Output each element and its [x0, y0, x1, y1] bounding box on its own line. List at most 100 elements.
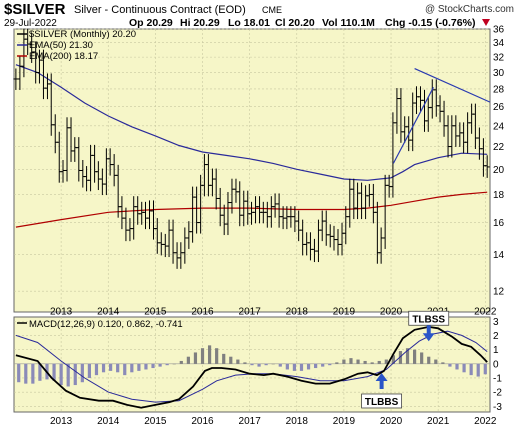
macd-histogram-bar: [448, 363, 452, 367]
macd-histogram-bar: [130, 363, 134, 373]
ema50-line: [15, 64, 488, 181]
legend-label: EMA(200) 18.17: [29, 51, 98, 62]
macd-histogram-bar: [427, 356, 431, 364]
macd-histogram-bar: [73, 363, 77, 386]
macd-histogram-bar: [165, 363, 169, 366]
stat-change: Chg -0.15 (-0.76%): [385, 17, 475, 29]
macd-histogram-bar: [441, 362, 445, 364]
macd-legend: MACD(12,26,9) 0.120, 0.862, -0.741: [17, 319, 183, 330]
price-x-tick-label: 2017: [239, 307, 262, 318]
macd-histogram-bar: [278, 363, 282, 367]
macd-histogram-bar: [356, 359, 360, 364]
price-x-tick-label: 2016: [191, 307, 214, 318]
price-tick-label: 24: [493, 121, 505, 132]
macd-histogram-bar: [59, 363, 63, 386]
price-x-tick-label: 2020: [380, 307, 403, 318]
macd-histogram-bar: [412, 349, 417, 364]
macd-x-tick-label: 2015: [144, 416, 167, 427]
macd-tick-label: 3: [493, 317, 499, 328]
macd-histogram-bar: [349, 358, 353, 364]
macd-histogram-bar: [17, 363, 21, 383]
macd-histogram-bar: [38, 363, 42, 381]
macd-histogram-bar: [434, 359, 438, 364]
macd-histogram-bar: [109, 363, 113, 371]
legend-label: $SILVER (Monthly) 20.20: [29, 29, 136, 40]
price-panel: [13, 28, 491, 313]
macd-histogram-bar: [469, 363, 473, 376]
chart-date: 29-Jul-2022: [4, 18, 57, 29]
ema50-line-group: [15, 64, 488, 181]
macd-histogram-bar: [144, 363, 148, 370]
macd-histogram-bar: [377, 360, 381, 364]
price-x-tick-label: 2022: [474, 307, 497, 318]
chart-description: Silver - Continuous Contract (EOD): [74, 4, 246, 16]
macd-histogram-bar: [299, 363, 304, 371]
legend-label: EMA(50) 21.30: [29, 40, 93, 51]
macd-tick-label: -2: [493, 388, 502, 399]
macd-tick-label: 0: [493, 359, 499, 370]
macd-histogram-bar: [328, 363, 332, 366]
macd-histogram-bar: [420, 352, 424, 364]
macd-tick-label: -1: [493, 373, 502, 384]
macd-histogram-bar: [229, 356, 233, 364]
macd-histogram-bar: [66, 363, 70, 387]
stat-open: Op 20.29: [129, 17, 173, 29]
macd-histogram-bar: [207, 345, 212, 364]
macd-histogram-bar: [52, 363, 56, 381]
chart-exchange: CME: [262, 5, 282, 15]
down-triangle-icon: [482, 19, 490, 26]
ema200-line: [15, 191, 488, 228]
macd-histogram-bar: [264, 363, 268, 366]
macd-histogram-bar: [24, 363, 28, 384]
price-tick-label: 20: [493, 165, 505, 176]
macd-histogram-bar: [285, 363, 289, 370]
macd-histogram-bar: [370, 362, 374, 364]
macd-histogram-bar: [137, 363, 141, 371]
price-x-tick-label: 2018: [286, 307, 309, 318]
stat-volume: Vol 110.1M: [322, 17, 375, 29]
macd-x-tick-label: 2020: [380, 416, 403, 427]
macd-histogram-bar: [476, 363, 480, 377]
annotation-label: TLBSS: [412, 314, 445, 325]
price-tick-label: 26: [493, 102, 505, 113]
up-arrow-icon: [375, 372, 388, 389]
price-grid: [14, 28, 490, 312]
price-bars: [13, 28, 490, 269]
macd-histogram-bar: [179, 360, 183, 364]
macd-histogram-bar: [321, 363, 325, 367]
macd-histogram-bar: [116, 363, 120, 373]
macd-histogram-bar: [94, 363, 99, 376]
macd-x-tick-label: 2017: [239, 416, 262, 427]
macd-histogram-bar: [31, 363, 35, 384]
price-tick-label: 18: [493, 190, 505, 201]
macd-histogram-bar: [342, 359, 346, 364]
chart-watermark: @ StockCharts.com: [425, 4, 514, 15]
price-x-tick-label: 2013: [50, 307, 73, 318]
macd-histogram-bar: [306, 363, 311, 370]
macd-x-tick-label: 2021: [427, 416, 450, 427]
price-x-tick-label: 2014: [97, 307, 120, 318]
price-tick-label: 12: [493, 287, 505, 298]
price-tick-label: 36: [493, 25, 505, 36]
stat-low: Lo 18.01: [228, 17, 270, 29]
macd-histogram-bar: [257, 363, 261, 367]
price-tick-label: 32: [493, 53, 505, 64]
macd-histogram-bar: [200, 348, 205, 364]
macd-histogram-bar: [186, 356, 190, 364]
macd-y-axis: -3 -2 -1 0 1 2 3: [493, 317, 502, 413]
macd-histogram-bar: [101, 363, 106, 373]
macd-histogram-bar: [384, 359, 388, 364]
macd-x-tick-label: 2022: [474, 416, 497, 427]
macd-x-tick-label: 2013: [50, 416, 73, 427]
macd-tick-label: 1: [493, 345, 499, 356]
macd-histogram-bar: [314, 363, 318, 369]
macd-histogram-bar: [271, 363, 275, 365]
price-tick-label: 34: [493, 38, 505, 49]
price-y-axis: 12 14 16 18 20 22 24 26 28 30 32 34 36: [493, 25, 505, 298]
trendline: [414, 68, 491, 103]
macd-histogram-bar: [250, 363, 254, 366]
macd-legend-label: MACD(12,26,9) 0.120, 0.862, -0.741: [29, 319, 183, 330]
macd-histogram-bar: [391, 355, 395, 364]
